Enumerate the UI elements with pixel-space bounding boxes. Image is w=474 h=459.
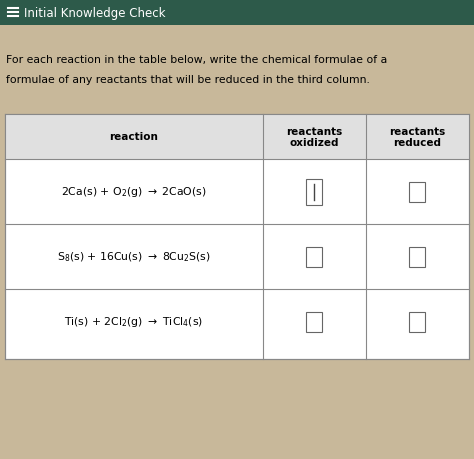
Bar (409, 247, 425, 267)
Text: formulae of any reactants that will be reduced in the third column.: formulae of any reactants that will be r… (6, 75, 370, 85)
Text: reaction: reaction (109, 132, 158, 142)
Bar (0, 0, 474, 26)
Bar (306, 179, 322, 205)
Bar (5, 115, 469, 359)
Text: S$_8$(s) + 16Cu(s) $\rightarrow$ 8Cu$_2$S(s): S$_8$(s) + 16Cu(s) $\rightarrow$ 8Cu$_2$… (57, 250, 210, 264)
Text: reactants
oxidized: reactants oxidized (286, 126, 342, 148)
Bar (306, 312, 322, 332)
Bar (409, 182, 425, 202)
Bar (409, 312, 425, 332)
Text: 2Ca(s) + O$_2$(g) $\rightarrow$ 2CaO(s): 2Ca(s) + O$_2$(g) $\rightarrow$ 2CaO(s) (61, 185, 207, 199)
Text: Initial Knowledge Check: Initial Knowledge Check (24, 6, 165, 19)
Bar (306, 247, 322, 267)
Bar (5, 115, 469, 160)
Text: reactants
reduced: reactants reduced (389, 126, 446, 148)
Text: For each reaction in the table below, write the chemical formulae of a: For each reaction in the table below, wr… (6, 55, 387, 65)
Text: Ti(s) + 2Cl$_2$(g) $\rightarrow$ TiCl$_4$(s): Ti(s) + 2Cl$_2$(g) $\rightarrow$ TiCl$_4… (64, 315, 203, 329)
